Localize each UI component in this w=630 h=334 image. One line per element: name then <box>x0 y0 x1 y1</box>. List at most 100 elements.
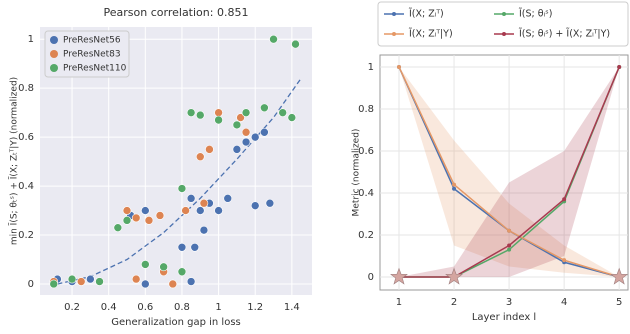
y-tick-label: 0.4 <box>18 181 34 192</box>
legend-marker <box>392 12 396 16</box>
x-tick-label: 0.6 <box>137 302 153 313</box>
scatter-point <box>291 39 300 49</box>
series-point <box>562 258 567 263</box>
x-tick-label: 0.8 <box>174 302 190 313</box>
x-tick-label: 4 <box>561 297 567 308</box>
scatter-point <box>214 108 223 117</box>
y-tick-label: 0.6 <box>18 132 34 143</box>
star-marker <box>445 267 463 285</box>
scatter-point <box>144 216 154 225</box>
x-tick-label: 5 <box>616 297 622 308</box>
scatter-point <box>141 260 150 269</box>
y-tick-label: 0 <box>28 279 34 290</box>
scatter-point <box>223 194 233 203</box>
scatter-point <box>199 198 209 208</box>
legend-label: Ĩ(X; Zₗᵀ) <box>408 9 444 20</box>
x-tick-label: 0.2 <box>64 302 80 313</box>
legend-box <box>44 30 130 78</box>
scatter-point <box>155 211 165 220</box>
scatter-point <box>95 277 104 286</box>
scatter-point <box>214 206 223 215</box>
scatter-point <box>122 216 132 225</box>
legend-label: Ĩ(X; Zₗᵀ|Y) <box>408 29 453 40</box>
x-tick-label: 0.4 <box>101 302 117 313</box>
y-tick-label: 0.8 <box>18 83 34 94</box>
scatter-point <box>199 225 209 235</box>
scatter-point <box>49 279 59 289</box>
scatter-point <box>131 274 141 284</box>
scatter-point <box>195 206 205 215</box>
legend-marker <box>50 36 58 44</box>
scatter-point <box>195 152 205 162</box>
legend-label: PreResNet83 <box>63 50 121 60</box>
legend-label: Ĩ(S; θₗˢ) <box>518 9 552 20</box>
scatter-point <box>278 108 287 117</box>
series-point <box>507 247 512 252</box>
confidence-band <box>398 66 620 277</box>
star-marker <box>610 267 629 285</box>
legend-marker <box>502 12 506 16</box>
x-tick-label: 1.2 <box>247 302 263 313</box>
legend-label: PreResNet56 <box>63 36 121 46</box>
scatter-point <box>260 127 269 137</box>
scatter-point <box>168 279 178 289</box>
scatter-point <box>260 103 269 113</box>
y-tick-label: 0.2 <box>358 230 374 241</box>
y-tick-label: 1 <box>368 62 374 73</box>
scatter-point <box>250 132 260 142</box>
y-tick-label: 0.6 <box>358 146 374 157</box>
series-point <box>562 197 567 202</box>
legend-label: Ĩ(S; θₗˢ) + Ĩ(X; Zₗᵀ|Y) <box>518 29 610 40</box>
scatter-point <box>186 277 196 286</box>
y-tick-label: 0.4 <box>358 188 374 199</box>
star-marker <box>390 267 408 285</box>
scatter-point <box>195 110 205 120</box>
scatter-point <box>131 213 141 223</box>
scatter-point <box>186 108 196 117</box>
series-point <box>617 64 622 69</box>
x-axis-label: Generalization gap in loss <box>111 317 241 328</box>
scatter-point <box>67 274 77 284</box>
legend-box <box>377 1 629 47</box>
x-tick-label: 1.4 <box>284 302 300 313</box>
scatter-point <box>236 113 245 122</box>
y-tick-label: 1 <box>28 34 34 45</box>
scatter-point <box>205 145 214 154</box>
series-point <box>507 228 512 233</box>
y-tick-label: 0.2 <box>18 230 34 241</box>
scatter-point <box>181 206 190 215</box>
scatter-point <box>250 201 260 210</box>
scatter-point <box>186 194 196 203</box>
scatter-point <box>269 34 278 44</box>
scatter-point <box>177 242 187 252</box>
series-point <box>452 186 457 191</box>
scatter-point <box>265 198 275 208</box>
legend-label: PreResNet110 <box>63 64 127 74</box>
y-tick-label: 0.8 <box>358 104 374 115</box>
scatter-point <box>86 274 95 284</box>
scatter-point <box>241 108 251 117</box>
y-axis-label: min Ĩ(S; θₜˢ) + Ĩ(X; Zₜᵀ|Y) (normalized) <box>9 77 20 245</box>
confidence-band <box>398 66 620 277</box>
scatter-point <box>177 184 187 193</box>
scatter-point <box>214 115 223 125</box>
series-point <box>452 182 457 187</box>
trend-line <box>57 78 302 285</box>
scatter-point <box>159 262 168 272</box>
scatter-point <box>287 113 297 122</box>
scatter-point <box>241 137 251 147</box>
y-axis-label: Metric (normalized) <box>352 129 362 217</box>
scatter-point <box>232 145 242 154</box>
x-tick-label: 2 <box>451 297 457 308</box>
scatter-point <box>232 120 242 130</box>
x-tick-label: 3 <box>506 297 512 308</box>
legend-marker <box>50 64 58 72</box>
scatter-point <box>122 206 132 215</box>
series-point <box>396 64 401 69</box>
series-point <box>507 243 512 248</box>
scatter-point <box>177 267 187 277</box>
scatter-point <box>190 242 200 252</box>
plot-area <box>379 54 629 291</box>
